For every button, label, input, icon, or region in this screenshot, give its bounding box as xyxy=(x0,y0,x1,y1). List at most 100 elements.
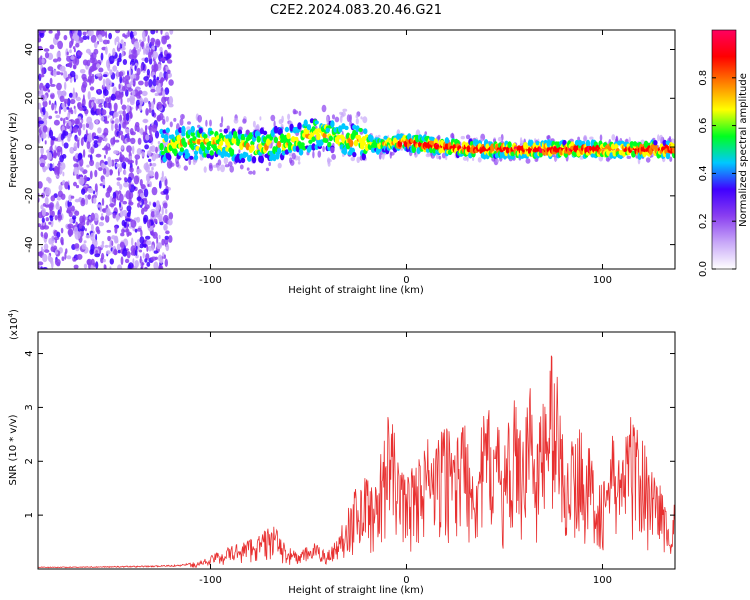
spectrogram-noise-cell xyxy=(50,94,54,98)
spectrogram-noise-cell xyxy=(158,82,161,89)
spectrogram-noise-cell xyxy=(134,260,139,268)
spectrogram-noise-cell xyxy=(80,166,84,172)
spectrogram-noise-cell xyxy=(89,86,95,91)
spectrogram-noise-cell xyxy=(90,212,95,221)
spectrogram-noise-cell xyxy=(137,227,142,232)
spectrogram-noise-cell xyxy=(131,49,137,54)
spectrogram-noise-cell xyxy=(155,153,159,159)
spectrogram-noise-cell xyxy=(41,58,45,64)
spectrogram-noise-cell xyxy=(122,76,125,83)
spectrogram-noise-cell xyxy=(136,216,141,223)
spectrogram-noise-cell xyxy=(39,74,45,78)
spectrogram-noise-cell xyxy=(139,236,145,244)
spectrogram-noise-cell xyxy=(47,89,51,93)
spectrogram-noise-cell xyxy=(134,242,137,247)
spectrogram-noise-cell xyxy=(136,67,141,76)
spectrogram-noise-cell xyxy=(71,30,75,34)
spectrogram-noise-cell xyxy=(148,107,152,114)
spectrogram-ridge-cell xyxy=(204,138,210,143)
y-tick-label: -20 xyxy=(24,188,35,204)
spectrogram-noise-cell xyxy=(49,215,54,222)
spectrogram-noise-cell xyxy=(224,164,230,168)
spectrogram-noise-cell xyxy=(144,80,149,87)
spectrogram-noise-cell xyxy=(45,82,50,89)
spectrogram-noise-cell xyxy=(645,157,651,163)
spectrogram-noise-cell xyxy=(139,97,144,105)
spectrogram-noise-cell xyxy=(136,168,142,174)
spectrogram-noise-cell xyxy=(43,232,49,240)
spectrogram-noise-cell xyxy=(57,213,63,221)
spectrogram-ridge-cell xyxy=(325,127,330,133)
snr-frame xyxy=(37,331,676,570)
spectrogram-noise-cell xyxy=(46,127,49,133)
spectrogram-noise-cell xyxy=(145,240,152,246)
spectrogram-noise-cell xyxy=(74,118,80,125)
spectrogram-noise-cell xyxy=(104,115,108,124)
spectrogram-noise-cell xyxy=(161,35,168,45)
spectrogram-noise-cell xyxy=(160,77,165,83)
spectrogram-noise-cell xyxy=(327,158,332,163)
spectrogram-noise-cell xyxy=(129,68,132,76)
spectrogram-ridge-cell xyxy=(306,124,312,131)
spectrogram-noise-cell xyxy=(149,162,152,167)
spectrogram-ridge-cell xyxy=(176,134,181,142)
spectrogram-noise-cell xyxy=(76,253,83,260)
spectrogram-noise-cell xyxy=(47,177,52,184)
spectrogram-noise-cell xyxy=(84,194,88,199)
spectrogram-noise-cell xyxy=(74,243,80,249)
spectrogram-noise-cell xyxy=(47,163,50,169)
spectrogram-noise-cell xyxy=(101,213,104,217)
spectrogram-noise-cell xyxy=(57,168,60,177)
spectrogram-noise-cell xyxy=(73,142,78,151)
spectrogram-x-label: Height of straight line (km) xyxy=(288,285,424,296)
spectrogram-ridge-cell xyxy=(352,151,357,158)
spectrogram-noise-cell xyxy=(143,188,149,198)
spectrogram-ridge-cell xyxy=(316,132,321,139)
spectrogram-noise-cell xyxy=(92,197,97,204)
spectrogram-noise-cell xyxy=(160,176,164,183)
spectrogram-noise-cell xyxy=(109,266,112,269)
spectrogram-noise-cell xyxy=(111,235,116,240)
spectrogram-noise-cell xyxy=(103,88,109,97)
colorbar-gradient xyxy=(711,29,737,270)
spectrogram-y-label: Frequency (Hz) xyxy=(8,112,19,188)
spectrogram-noise-cell xyxy=(161,90,166,97)
spectrogram-noise-cell xyxy=(67,111,71,119)
spectrogram-noise-cell xyxy=(94,183,98,193)
spectrogram-noise-cell xyxy=(95,98,102,105)
spectrogram-noise-cell xyxy=(51,102,55,111)
spectrogram-noise-cell xyxy=(69,49,72,54)
spectrogram-ridge-cell xyxy=(396,133,401,140)
spectrogram-noise-cell xyxy=(60,193,66,200)
spectrogram-noise-cell xyxy=(242,118,247,124)
spectrogram-noise-cell xyxy=(67,184,70,191)
spectrogram-noise-cell xyxy=(221,116,224,124)
spectrogram-noise-cell xyxy=(138,90,143,95)
spectrogram-noise-cell xyxy=(43,243,49,251)
spectrogram-noise-cell xyxy=(107,39,110,45)
spectrogram-noise-cell xyxy=(143,76,149,82)
spectrogram-noise-cell xyxy=(150,256,157,261)
spectrogram-ridge-cell xyxy=(314,144,319,150)
spectrogram-noise-cell xyxy=(90,34,97,43)
spectrogram-noise-cell xyxy=(126,205,132,212)
spectrogram-noise-cell xyxy=(86,258,93,266)
spectrogram-noise-cell xyxy=(113,150,119,155)
spectrogram-noise-cell xyxy=(40,30,46,33)
spectrogram-noise-cell xyxy=(83,240,87,244)
spectrogram-noise-cell xyxy=(42,167,46,173)
spectrogram-noise-cell xyxy=(120,232,125,237)
spectrogram-ridge-cell xyxy=(303,119,308,127)
spectrogram-noise-cell xyxy=(114,197,116,206)
spectrogram-noise-cell xyxy=(104,154,106,159)
spectrogram-noise-cell xyxy=(154,209,160,218)
spectrogram-noise-cell xyxy=(97,139,102,143)
spectrogram-noise-cell xyxy=(94,253,101,258)
spectrogram-noise-cell xyxy=(127,30,130,38)
spectrogram-noise-cell xyxy=(56,231,61,238)
spectrogram-noise-cell xyxy=(350,156,356,162)
spectrogram-noise-cell xyxy=(82,214,86,223)
spectrogram-ridge-cell xyxy=(159,128,164,135)
spectrogram-ridge-cell xyxy=(383,135,388,140)
spectrogram-noise-cell xyxy=(114,158,120,163)
